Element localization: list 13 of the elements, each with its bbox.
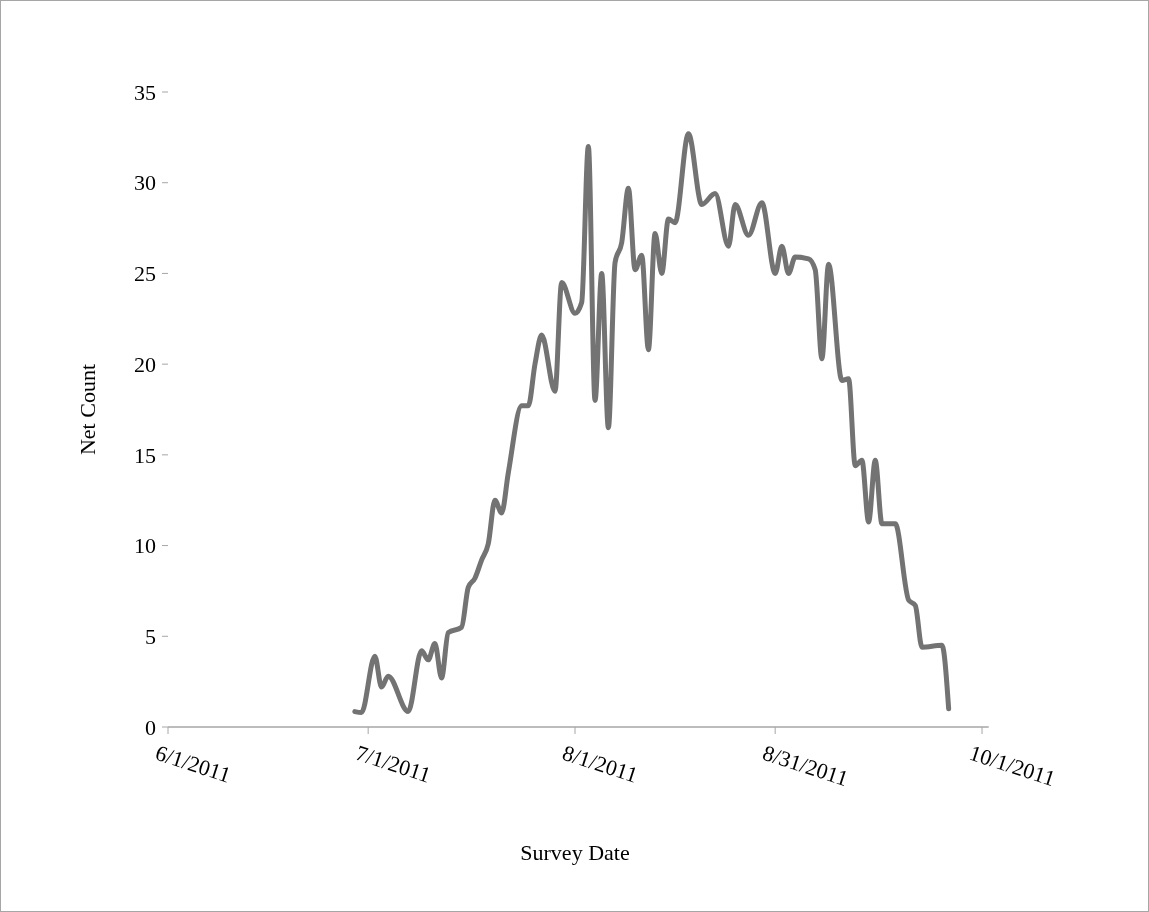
y-axis-title: Net Count [75,363,100,456]
y-tick-label: 20 [134,351,156,377]
x-tick-label: 7/1/2011 [352,739,434,788]
y-tick-label: 10 [134,533,156,559]
y-tick-label: 0 [145,714,156,740]
y-tick-label: 35 [134,79,156,105]
y-tick-label: 15 [134,442,156,468]
y-tick-label: 25 [134,261,156,287]
y-tick-label: 5 [145,623,156,649]
x-tick-label: 8/1/2011 [559,739,641,788]
x-axis-title: Survey Date [520,840,630,865]
x-tick-label: 6/1/2011 [152,739,234,788]
y-tick-label: 30 [134,170,156,196]
